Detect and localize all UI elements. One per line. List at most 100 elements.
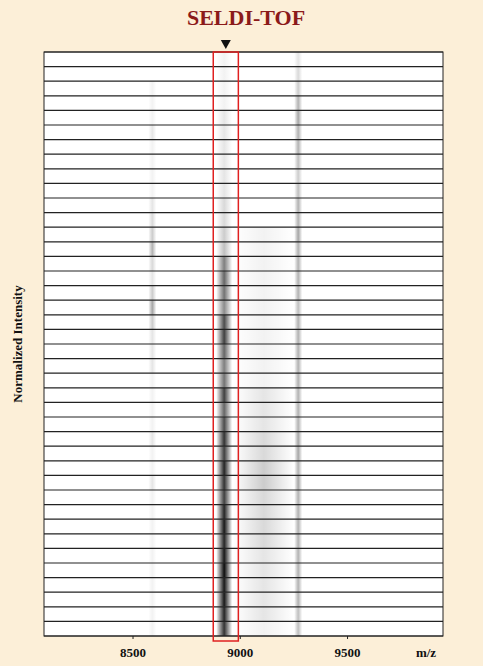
lane-border xyxy=(44,139,443,140)
band xyxy=(294,359,302,374)
band xyxy=(234,227,294,242)
band xyxy=(216,402,232,417)
lane-border xyxy=(44,489,443,490)
band xyxy=(234,344,294,359)
band xyxy=(148,490,156,505)
band xyxy=(294,125,302,140)
band xyxy=(148,578,156,593)
band xyxy=(148,286,156,301)
band xyxy=(216,183,232,198)
band xyxy=(148,505,156,520)
band xyxy=(148,67,156,82)
band xyxy=(148,548,156,563)
band xyxy=(216,154,232,169)
band xyxy=(234,242,294,257)
band xyxy=(294,446,302,461)
band xyxy=(234,461,294,476)
band xyxy=(294,417,302,432)
band xyxy=(294,373,302,388)
band xyxy=(294,154,302,169)
band xyxy=(234,505,294,520)
band xyxy=(234,315,294,330)
lane-border xyxy=(44,504,443,505)
band xyxy=(234,592,294,607)
band xyxy=(216,256,232,271)
band xyxy=(148,183,156,198)
lane-border xyxy=(44,183,443,184)
band xyxy=(148,446,156,461)
band xyxy=(148,359,156,374)
lane-border xyxy=(44,110,443,111)
band xyxy=(234,52,294,67)
band xyxy=(234,140,294,155)
band xyxy=(234,446,294,461)
x-tick xyxy=(347,636,348,639)
lane-border xyxy=(44,402,443,403)
x-tick-label: 9500 xyxy=(335,645,361,660)
lane-border xyxy=(44,562,443,563)
band xyxy=(294,140,302,155)
highlight-box xyxy=(213,52,238,641)
band xyxy=(216,52,232,67)
band xyxy=(216,548,232,563)
band xyxy=(294,198,302,213)
band xyxy=(294,213,302,228)
band xyxy=(148,213,156,228)
band xyxy=(294,96,302,111)
band xyxy=(234,607,294,622)
band xyxy=(148,344,156,359)
band xyxy=(234,169,294,184)
band xyxy=(234,198,294,213)
x-tick xyxy=(240,636,241,639)
band xyxy=(294,402,302,417)
band xyxy=(234,402,294,417)
plot-frame xyxy=(44,52,443,636)
lane-border xyxy=(44,621,443,622)
lane-border xyxy=(44,81,443,82)
band xyxy=(234,183,294,198)
band xyxy=(148,169,156,184)
band xyxy=(294,329,302,344)
band xyxy=(294,534,302,549)
band xyxy=(234,96,294,111)
band xyxy=(148,534,156,549)
band xyxy=(294,388,302,403)
lane-border xyxy=(44,66,443,67)
band xyxy=(148,329,156,344)
band xyxy=(148,96,156,111)
band xyxy=(216,125,232,140)
band xyxy=(294,256,302,271)
lane-border xyxy=(44,256,443,257)
band xyxy=(148,519,156,534)
band xyxy=(294,578,302,593)
band xyxy=(216,286,232,301)
band xyxy=(234,548,294,563)
band xyxy=(216,475,232,490)
band xyxy=(294,242,302,257)
band xyxy=(216,242,232,257)
band xyxy=(294,461,302,476)
band xyxy=(294,490,302,505)
band xyxy=(216,198,232,213)
x-tick-label: 8500 xyxy=(120,645,146,660)
band xyxy=(148,81,156,96)
band xyxy=(216,607,232,622)
lane-border xyxy=(44,197,443,198)
lane-border xyxy=(44,460,443,461)
band xyxy=(148,242,156,257)
band xyxy=(234,490,294,505)
band xyxy=(216,446,232,461)
band xyxy=(294,183,302,198)
band xyxy=(294,344,302,359)
band xyxy=(294,52,302,67)
band xyxy=(294,592,302,607)
band xyxy=(216,213,232,228)
band xyxy=(148,154,156,169)
band xyxy=(294,67,302,82)
band xyxy=(148,271,156,286)
band xyxy=(148,402,156,417)
lane-border xyxy=(44,212,443,213)
band xyxy=(216,592,232,607)
lane-border xyxy=(44,358,443,359)
band xyxy=(234,256,294,271)
